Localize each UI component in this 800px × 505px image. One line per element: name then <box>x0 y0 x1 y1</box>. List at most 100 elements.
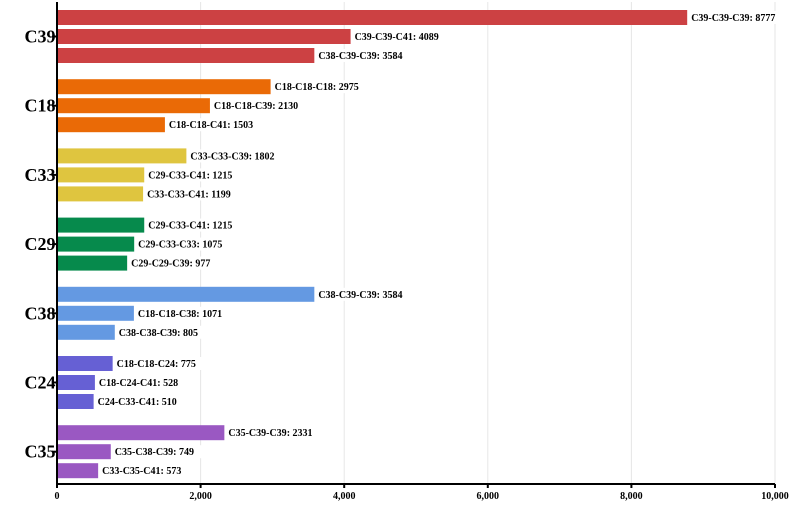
bar-c35-3 <box>57 463 99 479</box>
bar-label-value: 1503 <box>233 120 253 131</box>
bar-label-value: 8777 <box>755 13 775 24</box>
bar-label: C18-C18-C38: 1071 <box>138 309 222 320</box>
bar-label: C38-C38-C39: 805 <box>119 328 198 339</box>
group-labels: C39 C18 C33 C29 C38 C24 C35 <box>25 27 56 462</box>
bar-label: C24-C33-C41: 510 <box>98 397 177 408</box>
bar-label-bg <box>352 30 452 43</box>
bar-label-separator: : <box>177 328 183 339</box>
x-tick-label: 4,000 <box>333 491 356 502</box>
bar-label-name: C39-C39-C41 <box>355 32 413 43</box>
bar-c18-2 <box>57 98 210 114</box>
bar-label-name: C18-C18-C38 <box>138 309 196 320</box>
bar-c29-1 <box>57 217 145 233</box>
group-label-c24: C24 <box>25 373 56 393</box>
bar-label-value: 4089 <box>419 32 439 43</box>
bar-c39-1 <box>57 10 688 25</box>
x-tick-label: 8,000 <box>620 491 643 502</box>
bar-label-name: C18-C18-C41 <box>169 120 227 131</box>
bar-c24-2 <box>57 375 95 390</box>
x-tick-labels: 0 2,000 4,000 6,000 8,000 10,000 <box>55 491 789 502</box>
bar-label-bg <box>100 464 194 478</box>
bar-label-name: C24-C33-C41 <box>98 397 156 408</box>
bar-label: C29-C33-C33: 1075 <box>138 240 222 251</box>
bar-label-value: 749 <box>179 447 194 458</box>
group-label-c18: C18 <box>25 96 56 116</box>
bar-label-value: 528 <box>163 378 178 389</box>
bar-label: C33-C33-C39: 1802 <box>190 151 274 162</box>
bar-label-separator: : <box>205 189 211 200</box>
bar-label-name: C35-C39-C39 <box>228 428 286 439</box>
grid-lines <box>200 2 776 484</box>
bar-c38-1 <box>57 286 315 302</box>
x-tick-label: 0 <box>55 491 60 502</box>
bar-c29-2 <box>57 236 135 252</box>
bar-c24-3 <box>57 394 94 409</box>
bar-label: C39-C39-C41: 4089 <box>355 32 439 43</box>
bar-label: C33-C35-C41: 573 <box>102 466 181 477</box>
bar-label-value: 1071 <box>202 309 222 320</box>
bar-label-name: C35-C38-C39 <box>115 447 173 458</box>
bar-label-separator: : <box>287 428 293 439</box>
bar-label-value: 3584 <box>383 51 403 62</box>
bar-c18-3 <box>57 117 165 133</box>
bar-label-separator: : <box>173 447 179 458</box>
bar-label-separator: : <box>750 13 756 24</box>
bar-label: C35-C39-C39: 2331 <box>228 428 312 439</box>
bar-c18-1 <box>57 79 271 95</box>
x-tick-label: 6,000 <box>477 491 500 502</box>
bar-label: C29-C29-C39: 977 <box>131 259 210 270</box>
bar-label-value: 977 <box>195 259 210 270</box>
bar-c38-2 <box>57 305 134 321</box>
bar-label-separator: : <box>160 466 166 477</box>
group-label-c35: C35 <box>25 442 56 462</box>
bar-label-bg <box>96 376 191 389</box>
bar-c39-3 <box>57 48 315 63</box>
bar-label: C18-C24-C41: 528 <box>99 378 178 389</box>
bar-label: C33-C33-C41: 1199 <box>147 189 231 200</box>
bar-label-name: C29-C33-C41 <box>148 221 206 232</box>
bar-label-name: C18-C18-C18 <box>275 82 333 93</box>
bar-label-bg <box>188 149 288 163</box>
bar-label-value: 573 <box>166 466 181 477</box>
bar-label-value: 2331 <box>293 428 313 439</box>
bar-c24-1 <box>57 356 113 371</box>
bar-label-name: C38-C38-C39 <box>119 328 177 339</box>
bar-label: C29-C33-C41: 1215 <box>148 221 232 232</box>
bar-label-bg <box>116 325 211 339</box>
bar-label-value: 1075 <box>202 240 222 251</box>
bar-label: C35-C38-C39: 749 <box>115 447 194 458</box>
bar-label-name: C18-C18-C24 <box>117 359 175 370</box>
bar-label-bg <box>145 187 245 201</box>
bar-label-bg <box>129 256 223 270</box>
bar-label-separator: : <box>196 309 202 320</box>
bar-label-separator: : <box>207 170 213 181</box>
bar-label-name: C39-C39-C39 <box>691 13 749 24</box>
bar-label-value: 3584 <box>383 290 403 301</box>
bar-c33-3 <box>57 186 144 202</box>
bar-c33-1 <box>57 148 187 164</box>
bar-c35-2 <box>57 444 111 460</box>
bar-label-value: 2130 <box>278 101 298 112</box>
bar-label-bg <box>316 287 416 301</box>
bar-label-separator: : <box>377 51 383 62</box>
bar-label-value: 775 <box>181 359 196 370</box>
bar-label-value: 1215 <box>212 221 232 232</box>
x-tick-label: 10,000 <box>761 491 789 502</box>
bar-label-bg <box>316 49 416 62</box>
group-label-c39: C39 <box>25 27 56 47</box>
group-label-c38: C38 <box>25 303 56 323</box>
bar-label: C18-C18-C41: 1503 <box>169 120 253 131</box>
bar-label-bg <box>136 237 236 251</box>
bar-label-name: C18-C18-C39 <box>214 101 272 112</box>
bar-label-separator: : <box>175 359 181 370</box>
bar-label-separator: : <box>156 397 162 408</box>
bar-label-value: 510 <box>162 397 177 408</box>
bar-label-bg <box>114 357 209 370</box>
bar-c33-2 <box>57 167 145 183</box>
bar-label-name: C38-C39-C39 <box>318 290 376 301</box>
bar-label-bg <box>689 11 789 24</box>
group-label-c33: C33 <box>25 165 56 185</box>
bar-label-value: 1802 <box>255 151 275 162</box>
bar-label-separator: : <box>377 290 383 301</box>
bar-label-bg <box>112 445 207 459</box>
